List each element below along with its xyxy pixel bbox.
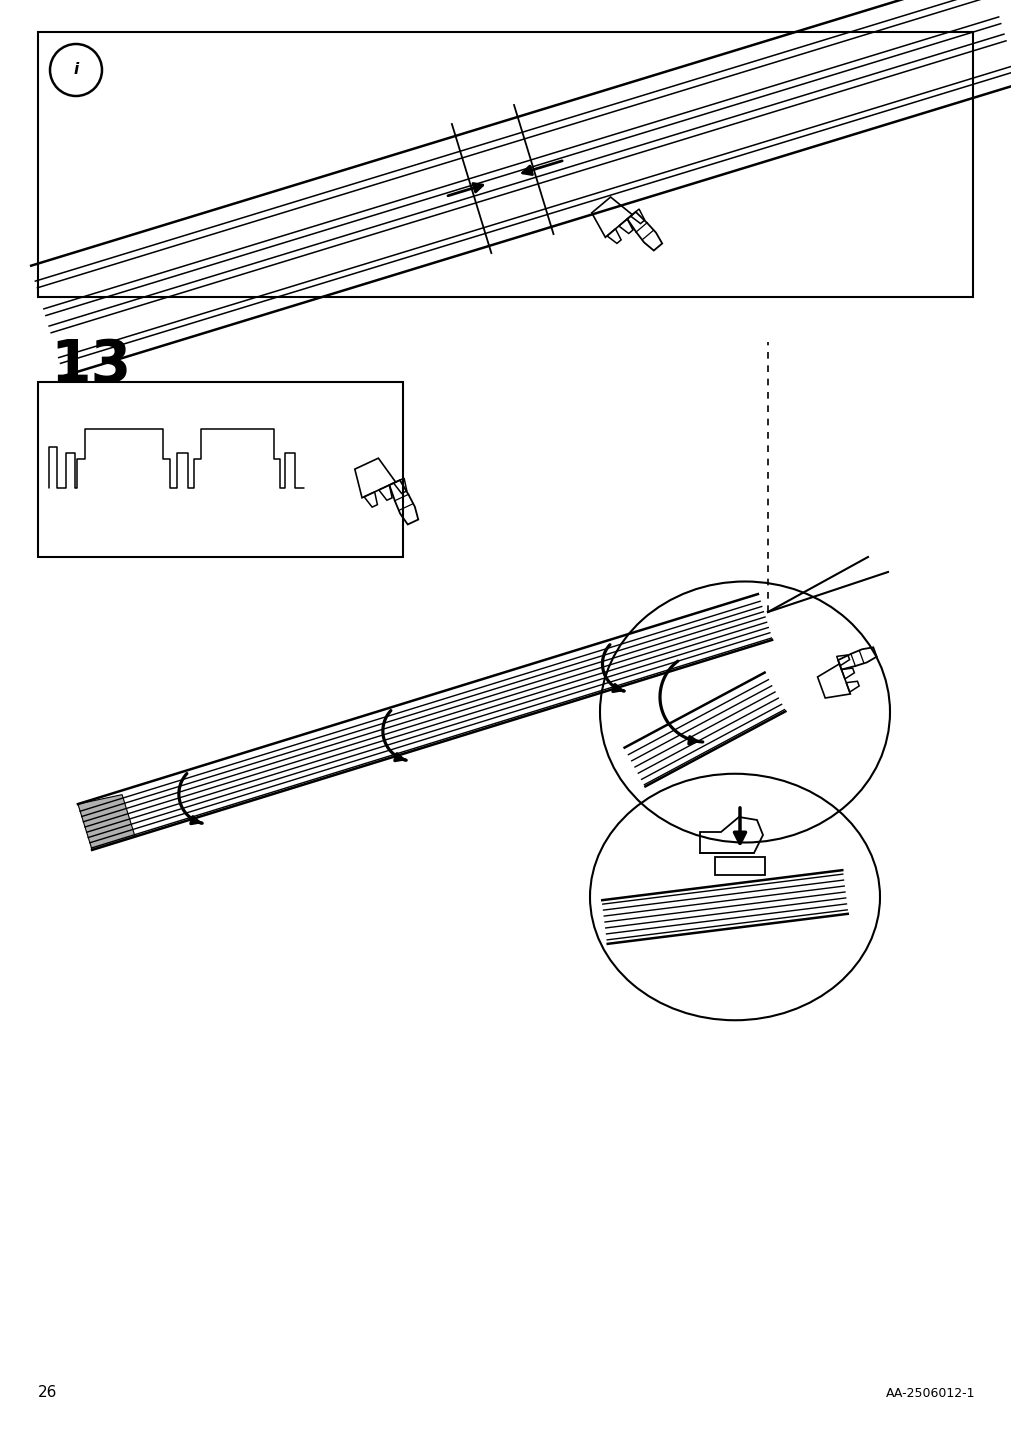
Polygon shape: [78, 795, 134, 851]
Text: 26: 26: [38, 1385, 58, 1400]
Circle shape: [50, 44, 102, 96]
Text: i: i: [74, 63, 79, 77]
Text: AA-2506012-1: AA-2506012-1: [885, 1388, 974, 1400]
Bar: [38, 32, 972, 296]
Text: 13: 13: [50, 337, 131, 394]
Bar: [38, 382, 402, 557]
